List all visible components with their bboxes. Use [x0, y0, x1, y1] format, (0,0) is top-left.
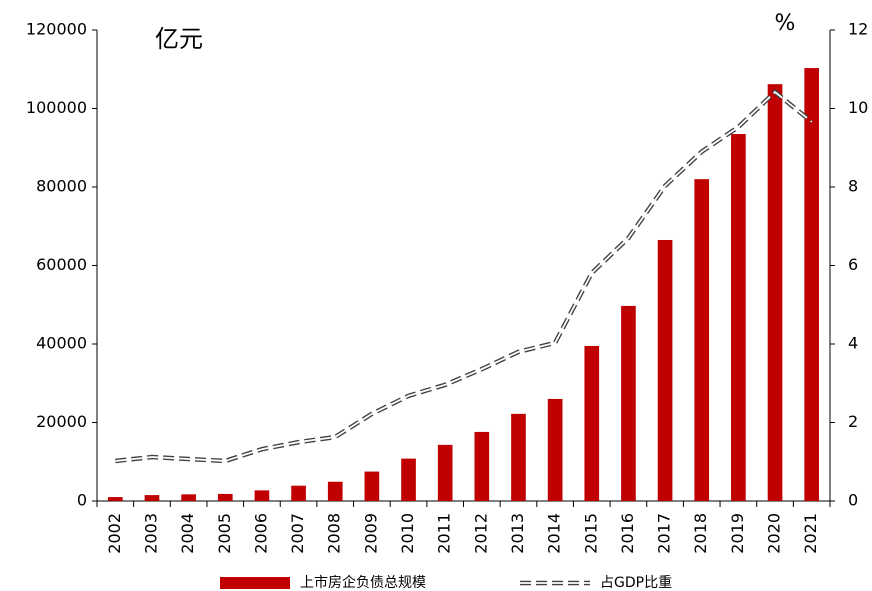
x-tick-label: 2020	[765, 513, 784, 554]
bar	[437, 444, 453, 501]
bar	[694, 179, 710, 501]
bar	[474, 431, 490, 501]
y2-tick-label: 12	[848, 20, 868, 39]
x-tick-label: 2015	[581, 513, 600, 554]
x-tick-label: 2016	[618, 513, 637, 554]
x-tick-label: 2017	[655, 513, 674, 554]
y-tick-label: 20000	[36, 412, 87, 431]
bar	[731, 134, 746, 501]
bar	[181, 494, 196, 501]
bar	[254, 490, 270, 501]
bar	[657, 239, 673, 502]
y-tick-label: 60000	[36, 255, 87, 274]
y2-tick-label: 2	[848, 412, 858, 431]
x-tick-label: 2009	[361, 513, 380, 554]
x-tick-label: 2006	[251, 513, 270, 554]
y2-tick-label: 10	[848, 98, 868, 117]
bar	[327, 481, 343, 501]
x-tick-label: 2021	[801, 513, 820, 554]
legend-label: 占GDP比重	[600, 575, 672, 591]
x-tick-label: 2002	[105, 513, 124, 554]
x-tick-label: 2003	[141, 513, 160, 554]
y2-unit-label: %	[775, 11, 796, 36]
y2-tick-label: 4	[848, 334, 858, 353]
bar	[621, 305, 636, 501]
bar	[547, 398, 563, 501]
bar	[107, 497, 123, 501]
bar	[291, 485, 306, 501]
bar	[767, 84, 783, 501]
y-tick-label: 0	[77, 491, 87, 510]
x-tick-label: 2013	[508, 513, 527, 554]
y-tick-label: 80000	[36, 177, 87, 196]
y2-tick-label: 8	[848, 177, 858, 196]
x-tick-label: 2018	[691, 513, 710, 554]
y-tick-label: 120000	[26, 20, 87, 39]
y-tick-label: 100000	[26, 98, 87, 117]
bar	[584, 345, 600, 501]
x-tick-label: 2019	[728, 513, 747, 554]
y2-tick-label: 6	[848, 255, 858, 274]
line-series	[115, 90, 813, 462]
bar	[144, 495, 160, 501]
x-tick-label: 2012	[471, 513, 490, 554]
x-tick-label: 2010	[398, 513, 417, 554]
x-tick-label: 2008	[325, 513, 344, 554]
x-tick-label: 2004	[178, 513, 197, 554]
legend-label: 上市房企负债总规模	[300, 574, 426, 591]
bar	[511, 413, 526, 501]
x-tick-label: 2005	[215, 513, 234, 554]
y-tick-label: 40000	[36, 334, 87, 353]
bar	[217, 493, 233, 501]
y-unit-label: 亿元	[155, 25, 203, 53]
x-tick-label: 2014	[545, 513, 564, 554]
x-tick-label: 2007	[288, 513, 307, 554]
x-tick-label: 2011	[435, 513, 454, 554]
bar	[364, 471, 380, 501]
bar	[804, 68, 820, 501]
legend-swatch	[220, 577, 290, 589]
y2-tick-label: 0	[848, 491, 858, 510]
bar	[401, 458, 416, 501]
